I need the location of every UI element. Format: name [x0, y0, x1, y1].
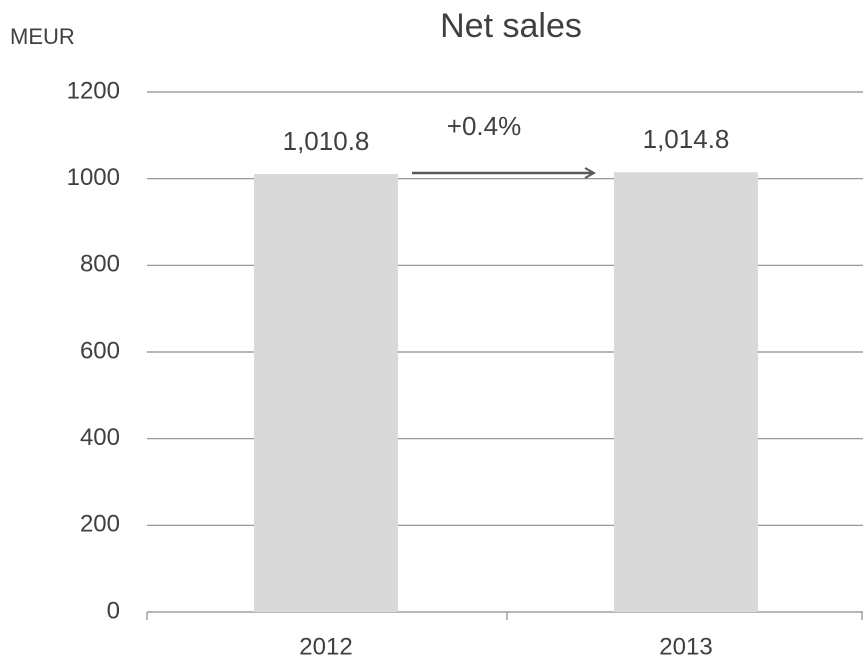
y-axis-label: MEUR — [10, 24, 75, 49]
x-tick-label: 2013 — [659, 633, 712, 660]
value-label: 1,010.8 — [283, 126, 370, 156]
y-tick-label: 0 — [107, 597, 120, 624]
y-tick-label: 800 — [80, 251, 120, 278]
y-tick-label: 400 — [80, 424, 120, 451]
value-label: 1,014.8 — [643, 124, 730, 154]
annotation: +0.4% — [447, 111, 521, 141]
y-tick-label: 200 — [80, 511, 120, 538]
chart-title: Net sales — [440, 7, 582, 45]
bar — [254, 173, 398, 612]
bar — [614, 172, 758, 612]
y-tick-label: 1200 — [67, 77, 120, 104]
y-tick-label: 1000 — [67, 164, 120, 191]
x-tick-label: 2012 — [299, 633, 352, 660]
y-tick-label: 600 — [80, 337, 120, 364]
